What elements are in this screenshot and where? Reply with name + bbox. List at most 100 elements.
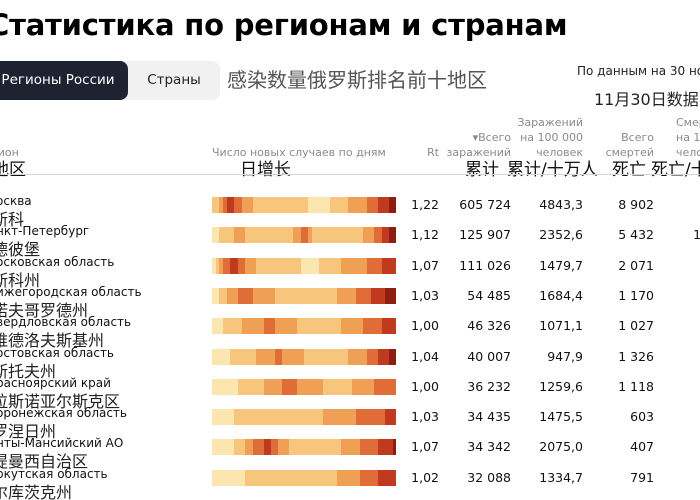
col-header-deaths-l2: смертей bbox=[605, 146, 654, 159]
rt-value: 1,03 bbox=[411, 409, 439, 424]
daily-cases-cell bbox=[337, 288, 342, 304]
col-header-total[interactable]: ▾Всего заражений bbox=[447, 130, 511, 160]
daily-cases-cell bbox=[267, 409, 271, 425]
daily-cases-cell bbox=[311, 288, 316, 304]
daily-cases-cell bbox=[271, 227, 275, 243]
col-header-per100k-l1: Заражений bbox=[517, 116, 583, 129]
daily-cases-cell bbox=[322, 349, 327, 365]
region-name: вердловская область bbox=[0, 315, 132, 329]
daily-cases-cell bbox=[248, 258, 253, 274]
daily-cases-cell bbox=[219, 439, 224, 455]
daily-cases-cell bbox=[322, 258, 327, 274]
table-row[interactable]: оронежская область 罗涅日州 1,03 34 435 1475,5 60… bbox=[0, 406, 700, 441]
daily-cases-cell bbox=[274, 379, 279, 395]
daily-cases-cell bbox=[274, 197, 279, 213]
col-header-total-l1: ▾Всего bbox=[472, 131, 511, 144]
tab-countries[interactable]: Страны bbox=[147, 72, 201, 88]
daily-cases-cell bbox=[230, 349, 235, 365]
total-deaths: 1 170 bbox=[618, 288, 654, 303]
daily-cases-cell bbox=[307, 379, 312, 395]
daily-cases-cell bbox=[223, 227, 227, 243]
table-row[interactable]: остовская область 斯托夫州 1,04 40 007 947,9 1 32… bbox=[0, 346, 700, 381]
daily-cases-cell bbox=[234, 197, 238, 213]
daily-cases-cell bbox=[326, 409, 330, 425]
daily-cases-cell bbox=[352, 379, 356, 395]
daily-cases-cell bbox=[252, 258, 257, 274]
daily-cases-cell bbox=[285, 197, 290, 213]
daily-cases-cell bbox=[241, 470, 246, 486]
daily-cases-cell bbox=[259, 288, 264, 304]
daily-cases-cell bbox=[223, 349, 227, 365]
daily-cases-cell bbox=[271, 288, 275, 304]
table-row[interactable]: нкт-Петербург 德彼堡 1,12 125 907 2352,6 5 432 1( bbox=[0, 224, 700, 259]
daily-cases-cell bbox=[252, 288, 257, 304]
daily-cases-heat-strip bbox=[212, 197, 396, 213]
daily-cases-cell bbox=[300, 349, 305, 365]
table-row[interactable]: ркутская область 尔库茨克州 1,02 32 088 1334,7 791 bbox=[0, 467, 700, 500]
daily-cases-cell bbox=[374, 318, 378, 334]
col-header-extra[interactable]: Смер на 100 0 челов bbox=[676, 115, 700, 160]
daily-cases-cell bbox=[370, 288, 375, 304]
daily-cases-cell bbox=[377, 318, 382, 334]
daily-cases-cell bbox=[248, 379, 253, 395]
daily-cases-cell bbox=[215, 288, 220, 304]
daily-cases-cell bbox=[259, 197, 264, 213]
daily-cases-cell bbox=[307, 197, 312, 213]
total-cases: 34 435 bbox=[467, 409, 511, 424]
rt-value: 1,00 bbox=[411, 318, 439, 333]
daily-cases-cell bbox=[385, 227, 389, 243]
daily-cases-cell bbox=[348, 288, 353, 304]
daily-cases-cell bbox=[256, 379, 260, 395]
daily-cases-cell bbox=[285, 349, 290, 365]
daily-cases-cell bbox=[385, 258, 389, 274]
daily-cases-heat-strip bbox=[212, 379, 396, 395]
daily-cases-cell bbox=[359, 379, 364, 395]
daily-cases-cell bbox=[245, 379, 249, 395]
region-name: нты-Мансийский АО bbox=[0, 436, 124, 450]
daily-cases-cell bbox=[285, 409, 290, 425]
col-header-deaths[interactable]: Всего смертей bbox=[606, 130, 654, 160]
table-row[interactable]: расноярский край 拉斯诺亚尔斯克区 1,00 36 232 1259,6… bbox=[0, 376, 700, 411]
daily-cases-cell bbox=[307, 288, 312, 304]
daily-cases-cell bbox=[252, 318, 257, 334]
table-row[interactable]: осква 斯科 1,22 605 724 4843,3 8 902 bbox=[0, 194, 700, 229]
daily-cases-cell bbox=[237, 197, 242, 213]
cases-per-100k: 1334,7 bbox=[539, 470, 583, 485]
table-row[interactable]: осковская область 斯科州 1,07 111 026 1479,7 2 0… bbox=[0, 255, 700, 290]
daily-cases-cell bbox=[337, 349, 342, 365]
daily-cases-cell bbox=[248, 439, 253, 455]
daily-cases-cell bbox=[341, 409, 345, 425]
col-header-rt: Rt bbox=[427, 146, 439, 159]
daily-cases-cell bbox=[318, 288, 323, 304]
daily-cases-cell bbox=[385, 439, 389, 455]
daily-cases-cell bbox=[370, 227, 375, 243]
daily-cases-cell bbox=[326, 288, 330, 304]
daily-cases-cell bbox=[271, 318, 275, 334]
daily-cases-cell bbox=[333, 349, 338, 365]
daily-cases-cell bbox=[326, 349, 330, 365]
table-row[interactable]: нты-Мансийский АО 提曼西自治区 1,07 34 342 2075,0 4… bbox=[0, 436, 700, 471]
table-row[interactable]: вердловская область 维德洛夫斯基州 1,00 46 326 1071… bbox=[0, 315, 700, 350]
daily-cases-cell bbox=[366, 379, 371, 395]
daily-cases-cell bbox=[304, 258, 308, 274]
region-name-cn: 尔库茨克州 bbox=[0, 483, 73, 500]
table-row[interactable]: ижегородская область 诺夫哥罗德州 1,03 54 485 1684… bbox=[0, 285, 700, 320]
daily-cases-cell bbox=[304, 288, 308, 304]
daily-cases-cell bbox=[366, 318, 371, 334]
daily-cases-cell bbox=[315, 439, 319, 455]
daily-cases-cell bbox=[374, 227, 378, 243]
daily-cases-cell bbox=[366, 470, 371, 486]
daily-cases-cell bbox=[271, 409, 275, 425]
daily-cases-cell bbox=[355, 349, 360, 365]
daily-cases-cell bbox=[300, 318, 305, 334]
daily-cases-cell bbox=[267, 349, 271, 365]
daily-cases-cell bbox=[289, 258, 294, 274]
daily-cases-cell bbox=[352, 409, 356, 425]
tab-russia-regions[interactable]: Регионы России bbox=[0, 61, 128, 100]
daily-cases-cell bbox=[234, 227, 238, 243]
daily-cases-cell bbox=[322, 470, 327, 486]
daily-cases-cell bbox=[237, 258, 242, 274]
daily-cases-cell bbox=[263, 197, 268, 213]
cases-per-100k: 4843,3 bbox=[539, 197, 583, 212]
col-header-per100k[interactable]: Заражений на 100 000 человек bbox=[517, 115, 583, 160]
